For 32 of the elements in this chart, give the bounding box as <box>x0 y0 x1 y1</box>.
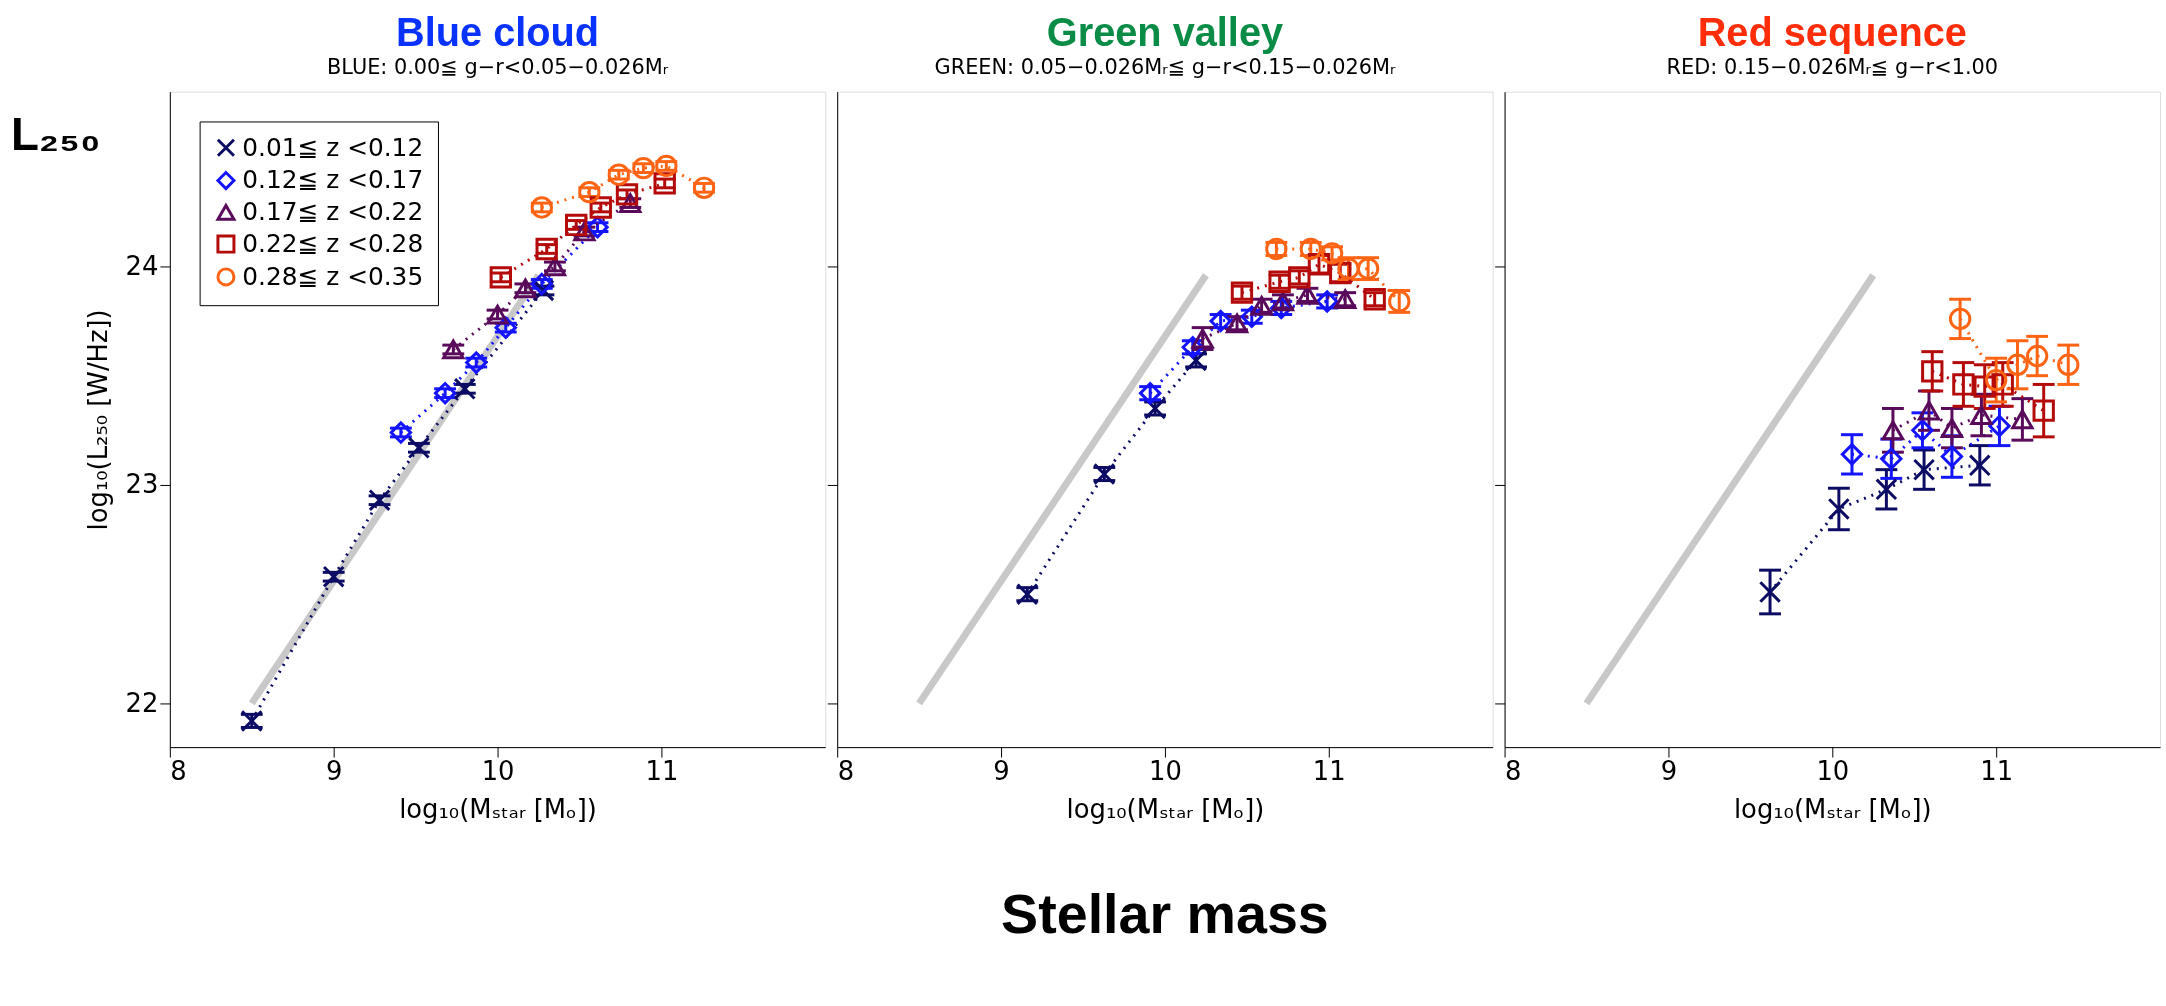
chart-title: Blue cloud <box>396 9 600 54</box>
x-tick-label: 10 <box>1149 756 1182 787</box>
text: Stellar mass <box>1001 882 1329 945</box>
y-tick-label: 24 <box>125 250 159 281</box>
x-tick-label: 9 <box>325 756 343 787</box>
chart-title: Red sequence <box>1697 9 1967 54</box>
chart-subtitle: BLUE: 0.00≦ g−r<0.05−0.026Mᵣ <box>327 54 669 79</box>
legend-label: 0.17≦ z <0.22 <box>242 197 424 227</box>
chart-title: Green valley <box>1046 9 1284 54</box>
x-tick-label: 10 <box>481 756 515 787</box>
chart-subtitle: GREEN: 0.05−0.026Mᵣ≦ g−r<0.15−0.026Mᵣ <box>934 54 1396 79</box>
x-tick-label: 8 <box>837 756 855 787</box>
legend-label: 0.01≦ z <0.12 <box>242 132 424 162</box>
y-tick-label: 22 <box>125 687 159 718</box>
x-tick-label: 10 <box>1816 756 1850 787</box>
legend-label: 0.22≦ z <0.28 <box>242 229 424 259</box>
x-tick-label: 8 <box>170 756 187 787</box>
x-axis-title: log₁₀(Mₛₜₐᵣ [Mₒ]) <box>1733 794 1932 825</box>
legend-label: 0.12≦ z <0.17 <box>242 165 424 195</box>
x-axis-title: log₁₀(Mₛₜₐᵣ [Mₒ]) <box>1066 794 1265 825</box>
x-tick-label: 11 <box>1980 756 2014 787</box>
x-tick-label: 11 <box>1312 756 1346 787</box>
y-axis-title: log₁₀(L₂₅₀ [W/Hz]) <box>82 309 113 531</box>
x-tick-label: 8 <box>1505 756 1522 787</box>
legend-label: 0.28≦ z <0.35 <box>242 261 424 291</box>
x-tick-label: 9 <box>1660 756 1678 787</box>
text: L₂₅₀ <box>10 109 101 161</box>
x-axis-title: log₁₀(Mₛₜₐᵣ [Mₒ]) <box>399 794 597 825</box>
x-tick-label: 11 <box>645 756 679 787</box>
chart-subtitle: RED: 0.15−0.026Mᵣ≦ g−r<1.00 <box>1666 54 1999 79</box>
y-tick-label: 23 <box>125 469 159 500</box>
x-tick-label: 9 <box>993 756 1010 787</box>
